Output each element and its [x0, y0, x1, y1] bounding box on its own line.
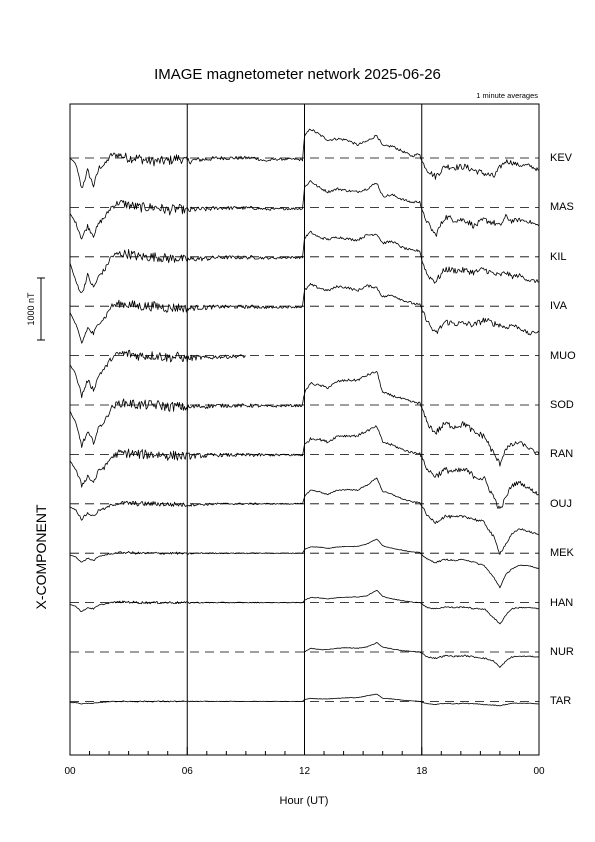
trace-ran [69, 425, 539, 510]
x-tick-label: 18 [416, 766, 428, 777]
trace-nur [304, 642, 540, 668]
trace-tar [70, 693, 540, 707]
station-label-iva: IVA [550, 300, 567, 313]
plot-frame [69, 103, 540, 756]
trace-kev [69, 128, 540, 188]
trace-kil [69, 230, 540, 293]
x-tick-label: 06 [181, 766, 193, 777]
station-label-mek: MEK [550, 547, 574, 560]
station-label-tar: TAR [550, 695, 572, 708]
trace-han [69, 589, 540, 625]
chart-subtitle: 1 minute averages [476, 91, 538, 100]
trace-mas [69, 180, 540, 240]
trace-mek [69, 538, 540, 589]
scale-bar [37, 277, 45, 341]
station-label-nur: NUR [550, 646, 574, 658]
trace-ouj [69, 477, 540, 555]
trace-iva [69, 282, 540, 344]
station-traces [69, 128, 540, 707]
x-tick-label: 00 [64, 766, 76, 777]
station-label-kil: KIL [550, 250, 567, 263]
chart-title: IMAGE magnetometer network 2025-06-26 [154, 66, 441, 83]
trace-muo [69, 349, 247, 399]
station-label-ran: RAN [550, 448, 574, 461]
station-label-muo: MUO [550, 349, 576, 362]
trace-sod [69, 371, 540, 467]
station-label-sod: SOD [550, 399, 574, 411]
x-tick-label: 12 [298, 766, 311, 777]
x-axis-label: Hour (UT) [279, 795, 329, 807]
x-tick-label: 00 [533, 766, 545, 777]
station-label-kev: KEV [550, 152, 573, 164]
station-label-ouj: OUJ [550, 497, 572, 510]
station-label-mas: MAS [550, 201, 574, 214]
station-label-han: HAN [550, 596, 574, 609]
